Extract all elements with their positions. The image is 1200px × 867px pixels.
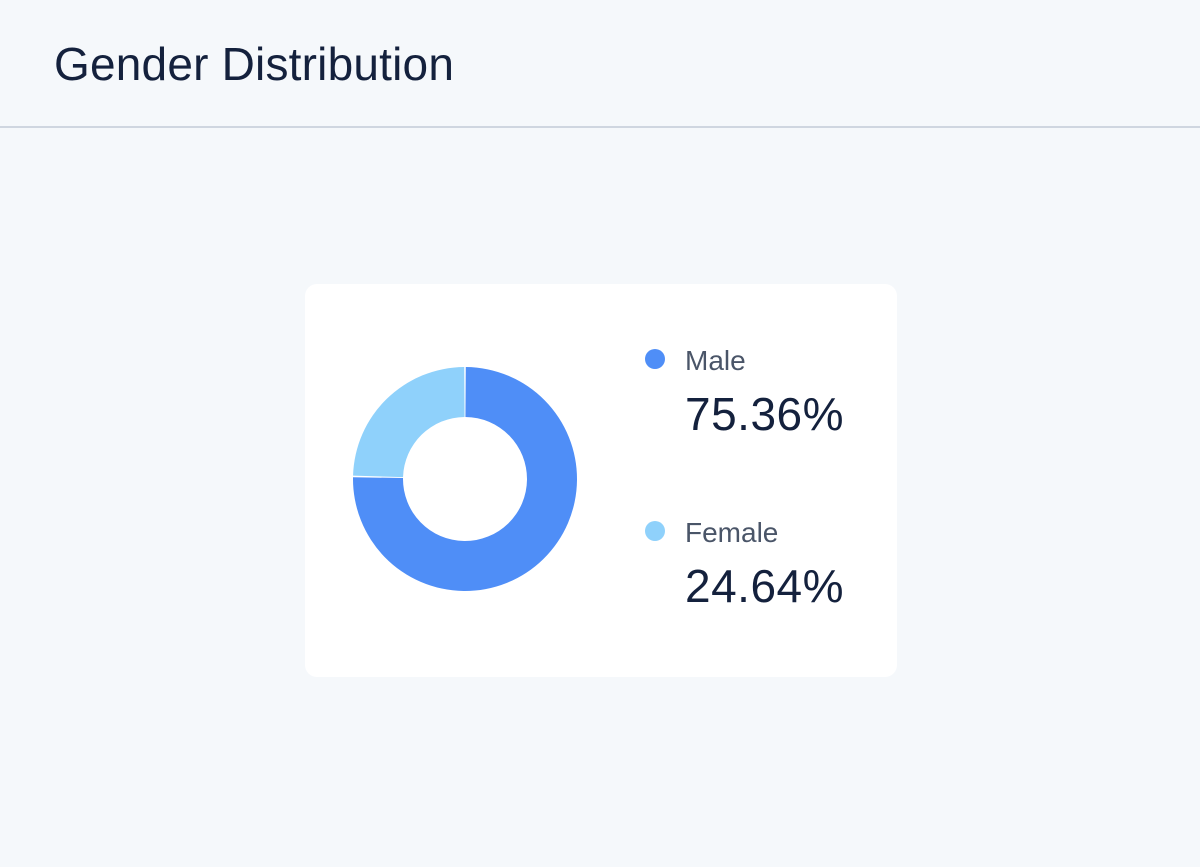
page-title: Gender Distribution <box>54 38 455 90</box>
donut-slice-female <box>353 367 465 478</box>
gender-chart-card: Male 75.36% Female 24.64% <box>305 284 897 677</box>
legend-value-female: 24.64% <box>685 560 845 612</box>
donut-slice-male <box>353 367 577 591</box>
donut-chart <box>353 367 577 591</box>
legend-label-female: Female <box>685 517 779 548</box>
page-header: Gender Distribution <box>0 0 1200 128</box>
legend-label-male: Male <box>685 345 746 376</box>
legend-dot-female <box>645 521 665 541</box>
legend-value-male: 75.36% <box>685 388 845 440</box>
legend-dot-male <box>645 349 665 369</box>
